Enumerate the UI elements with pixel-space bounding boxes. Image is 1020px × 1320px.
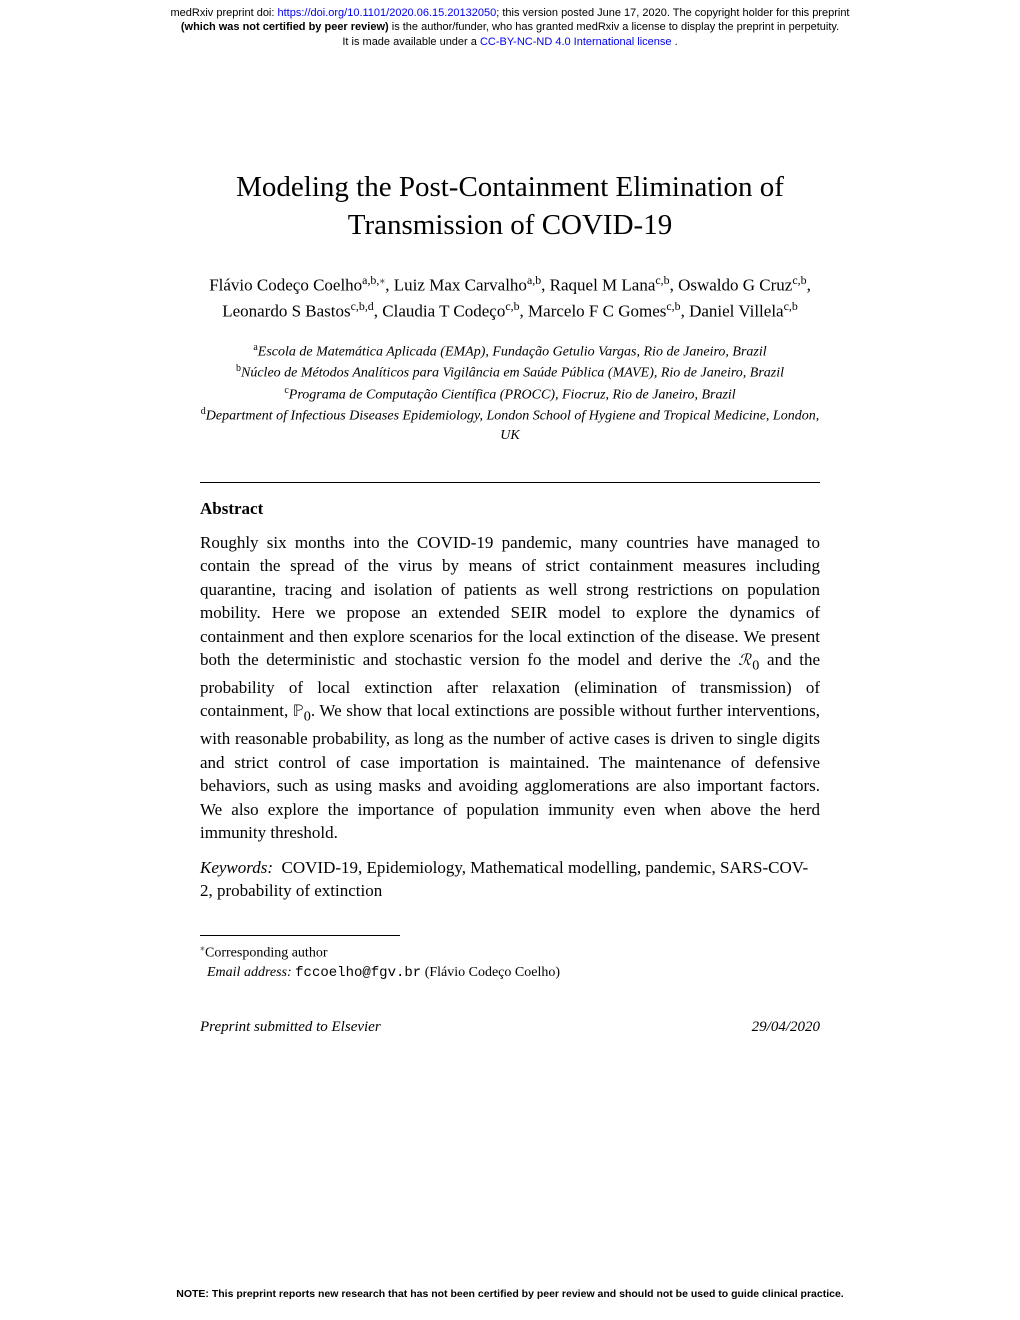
paper-content: Modeling the Post-Containment Eliminatio… (0, 49, 1020, 1036)
page-footer: Preprint submitted to Elsevier 29/04/202… (200, 1019, 820, 1036)
keywords-label: Keywords: (200, 858, 273, 877)
banner-line3-pre: It is made available under a (342, 36, 480, 48)
abstract-rule (200, 482, 820, 483)
doi-link[interactable]: https://doi.org/10.1101/2020.06.15.20132… (278, 7, 497, 19)
footer-left: Preprint submitted to Elsevier (200, 1019, 381, 1036)
corresponding-author-note: ∗Corresponding author (200, 942, 820, 963)
affiliation-c: cPrograma de Computação Científica (PROC… (200, 384, 820, 405)
banner-line1-post: ; this version posted June 17, 2020. The… (496, 7, 849, 19)
bottom-disclaimer: NOTE: This preprint reports new research… (0, 1288, 1020, 1300)
keywords-text: COVID-19, Epidemiology, Mathematical mod… (200, 858, 808, 900)
footnote-rule (200, 935, 400, 936)
banner-line2-rest: is the author/funder, who has granted me… (389, 21, 839, 33)
paper-title: Modeling the Post-Containment Eliminatio… (200, 169, 820, 244)
keywords-block: Keywords: COVID-19, Epidemiology, Mathem… (200, 857, 820, 903)
preprint-banner: medRxiv preprint doi: https://doi.org/10… (0, 0, 1020, 49)
affiliation-d: dDepartment of Infectious Diseases Epide… (200, 405, 820, 446)
footnote-block: ∗Corresponding author Email address: fcc… (200, 942, 820, 984)
banner-line1-pre: medRxiv preprint doi: (171, 7, 278, 19)
affiliation-a: aEscola de Matemática Aplicada (EMAp), F… (200, 341, 820, 362)
email-line: Email address: fccoelho@fgv.br (Flávio C… (200, 963, 820, 984)
banner-line2-bold: (which was not certified by peer review) (181, 21, 389, 33)
license-link[interactable]: CC-BY-NC-ND 4.0 International license (480, 36, 672, 48)
affiliation-b: bNúcleo de Métodos Analíticos para Vigil… (200, 362, 820, 383)
abstract-heading: Abstract (200, 499, 820, 519)
abstract-text: Roughly six months into the COVID-19 pan… (200, 531, 820, 845)
banner-line3-post: . (672, 36, 678, 48)
authors-block: Flávio Codeço Coelhoa,b,∗, Luiz Max Carv… (200, 272, 820, 323)
affiliations-block: aEscola de Matemática Aplicada (EMAp), F… (200, 341, 820, 446)
footer-right: 29/04/2020 (752, 1019, 820, 1036)
